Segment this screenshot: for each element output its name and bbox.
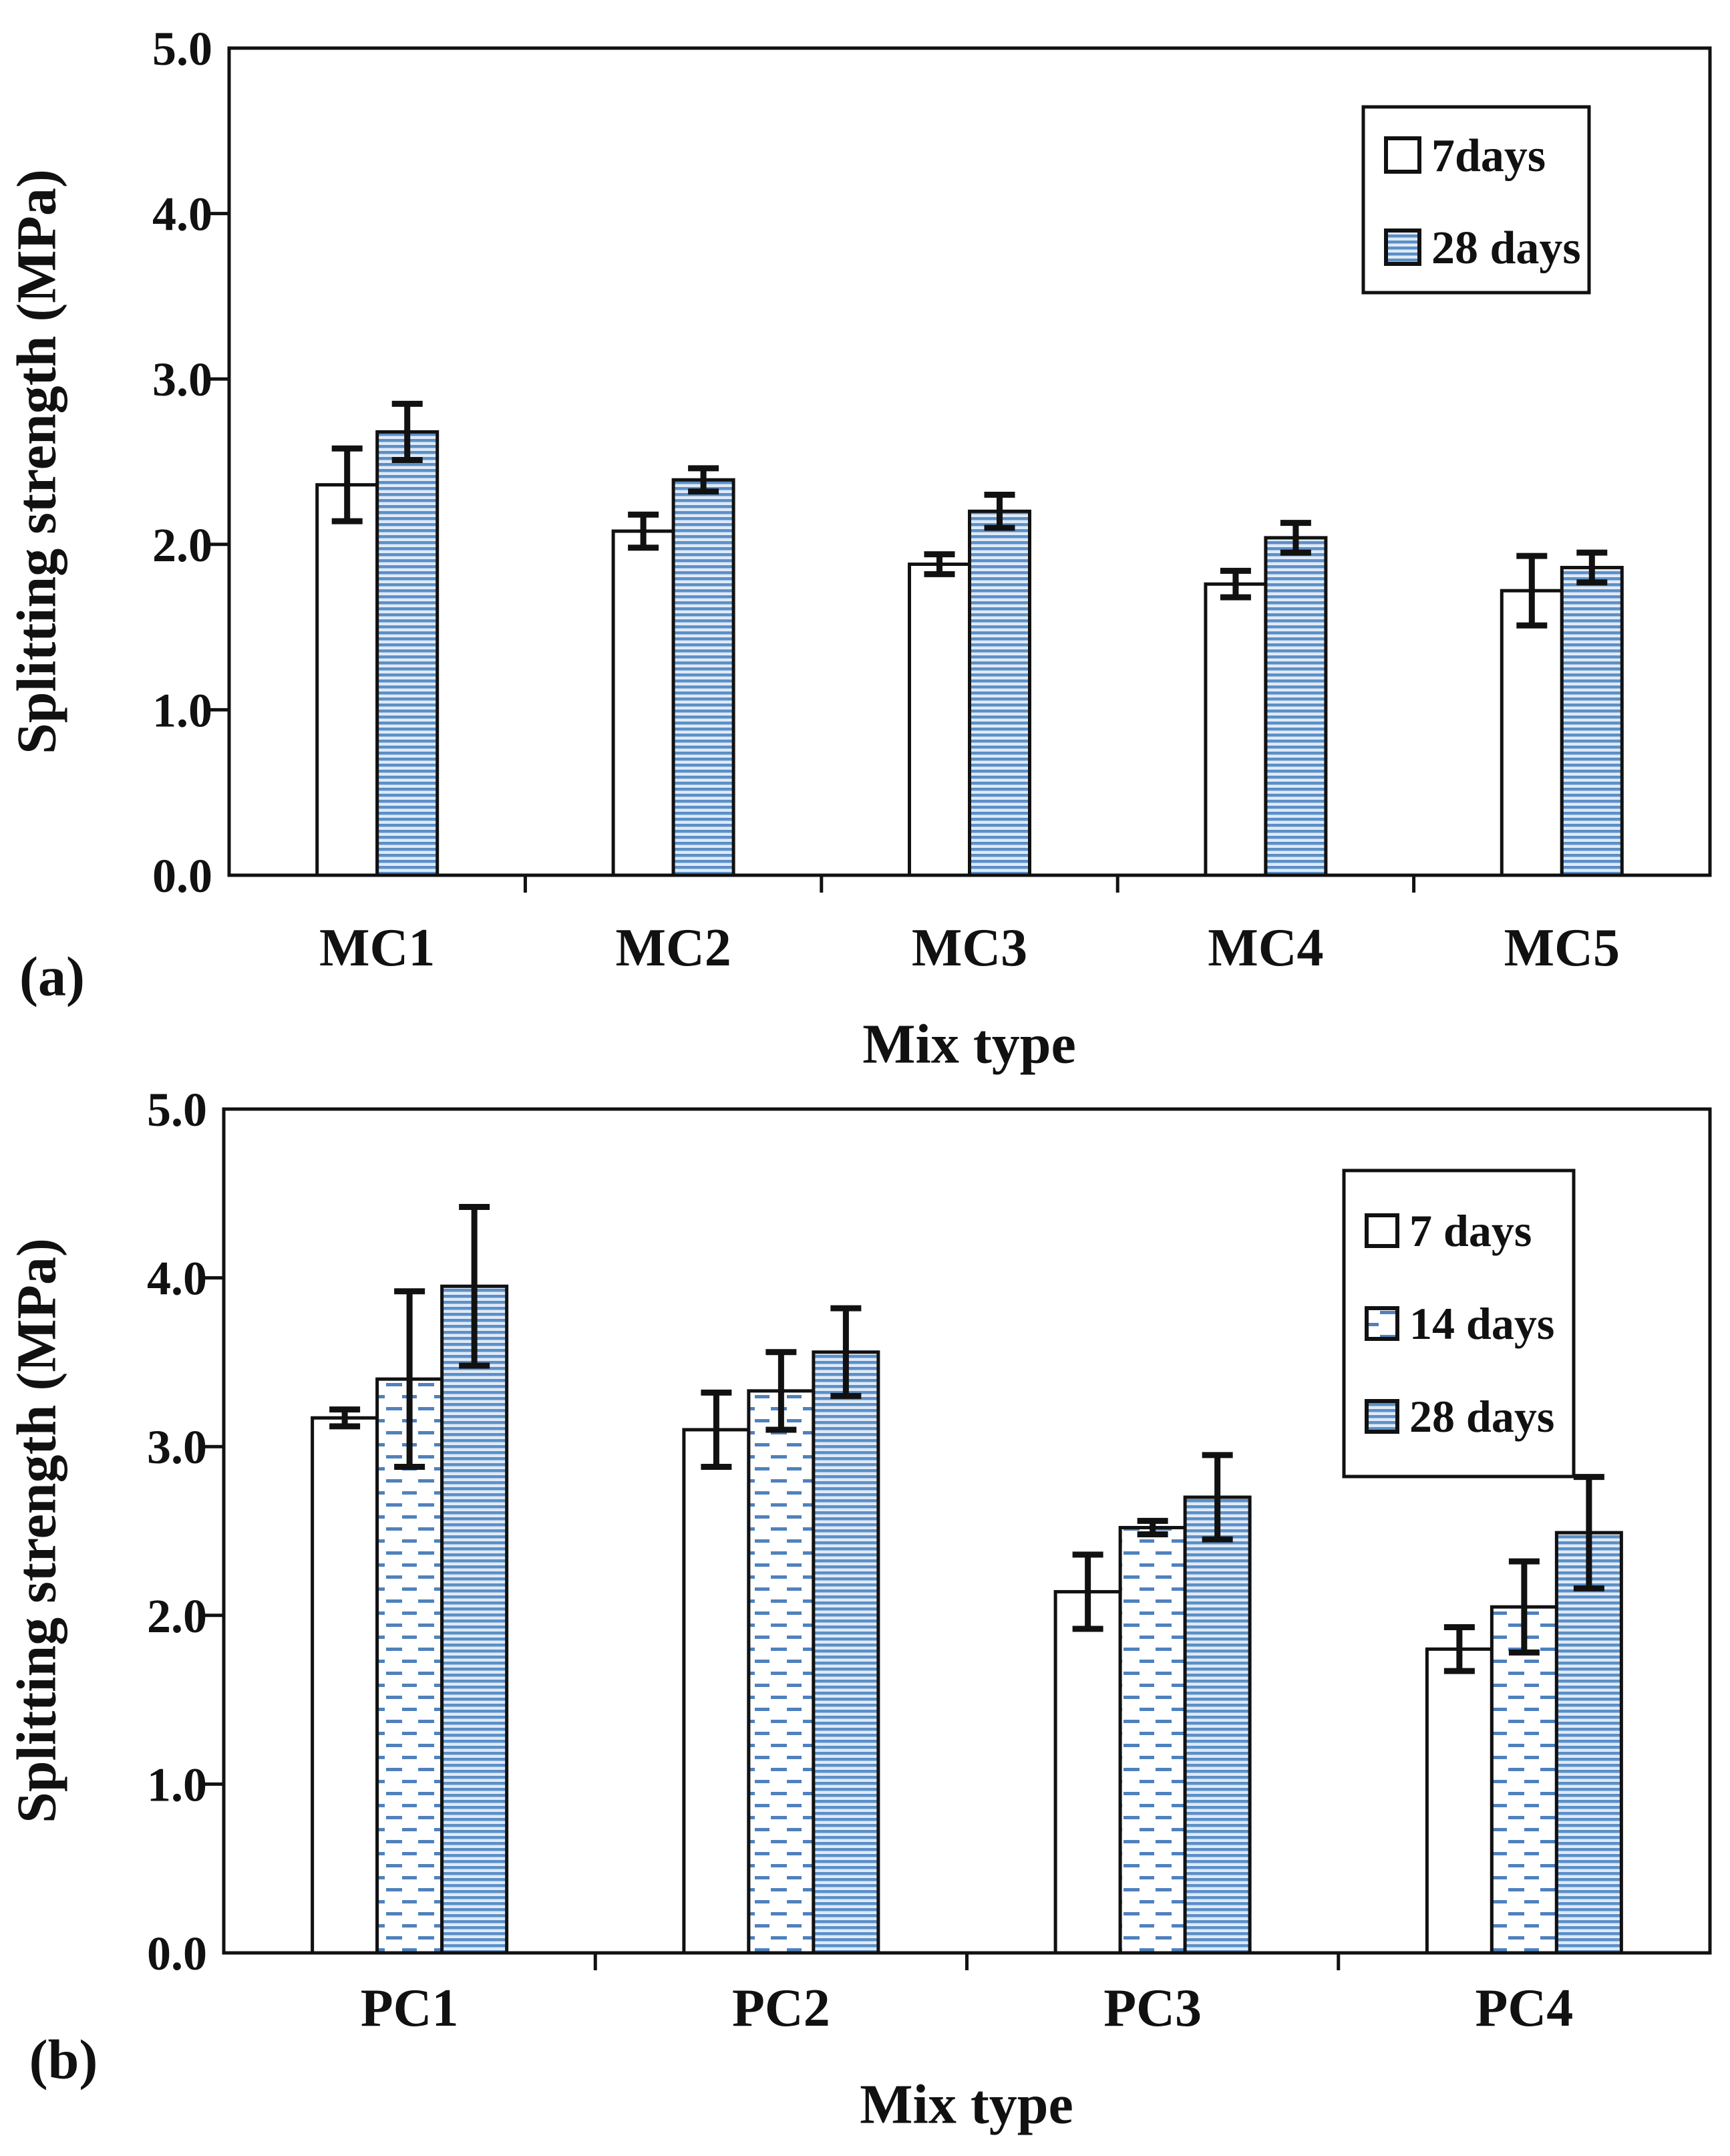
y-tick-label-3.0B: 3.0 [147,1420,207,1474]
error-bar-PC3-14days [1137,1517,1168,1538]
y-tick-label-1.0A: 1.0 [152,683,212,737]
error-bar-PC3-28days [1202,1452,1233,1543]
bar-PC2-14days [747,1389,816,1955]
bar-PC2-7days [682,1428,751,1955]
y-tick-label-0.0A: 0.0 [152,849,212,903]
category-label-PC3: PC3 [1103,1979,1202,2038]
bar-PC3-14days [1118,1525,1187,1955]
error-bar-PC4-28days [1573,1474,1604,1591]
legend-swatch-7days [1365,1213,1399,1248]
bar-MC1-28days [375,430,440,877]
error-bar-PC4-14days [1508,1558,1540,1656]
bar-PC3-7days [1053,1589,1122,1955]
bar-PC2-28days [812,1350,880,1955]
y-tick-label-2.0A: 2.0 [152,518,212,572]
error-bar-PC3-7days [1072,1551,1103,1632]
y-tick-label-2.0B: 2.0 [147,1589,207,1643]
error-bar-MC4-28days [1280,520,1311,556]
bar-MC1-7days [315,483,379,877]
bar-MC4-28days [1264,536,1328,877]
error-bar-PC1-14days [394,1288,425,1471]
bar-PC3-28days [1183,1495,1252,1955]
legend-label-28days: 28 days [1431,222,1581,274]
legend-swatch-28days [1384,228,1421,266]
error-bar-MC5-7days [1516,553,1548,629]
error-bar-PC2-7days [701,1389,732,1471]
category-label-MC3: MC3 [912,919,1027,977]
legend-label-14days: 14 days [1409,1298,1554,1349]
panel-a-plot: 0.0 1.0 2.0 3.0 4.0 5.0 MC1 MC2 MC3 MC4 MC5 7days 28… [152,22,1712,977]
y-tick-label-0.0B: 0.0 [147,1927,207,1980]
category-label-MC1: MC1 [319,919,435,977]
error-bar-PC1-7days [329,1406,361,1430]
bar-MC3-28days [968,509,1031,877]
bar-MC2-28days [671,478,735,877]
panel-a-y-axis-title: Splitting strength (MPa) [5,169,68,754]
y-tick-label-4.0B: 4.0 [147,1252,207,1305]
category-label-PC2: PC2 [732,1979,830,2038]
y-tick-label-4.0A: 4.0 [152,188,212,241]
category-label-MC5: MC5 [1504,919,1620,977]
category-label-PC4: PC4 [1476,1979,1574,2038]
legend-swatch-14days [1365,1306,1399,1341]
bar-PC1-28days [440,1284,509,1955]
bar-PC4-7days [1425,1647,1494,1955]
panel-b-tag: (b) [29,2028,98,2091]
legend-swatch-28days [1365,1399,1399,1434]
category-label-MC4: MC4 [1208,919,1323,977]
legend-label-7days: 7 days [1409,1205,1532,1256]
panel-a-x-axis-title: Mix type [862,1013,1076,1076]
error-bar-PC1-28days [459,1204,490,1369]
y-tick-label-5.0B: 5.0 [147,1083,207,1136]
panel-a-tag: (a) [19,945,85,1008]
error-bar-MC3-7days [924,551,955,577]
bar-MC2-7days [611,529,675,877]
legend-swatch-7days [1384,136,1421,174]
error-bar-MC4-7days [1220,567,1251,601]
panel-b-x-axis-title: Mix type [860,2073,1073,2136]
legend-label-28days: 28 days [1409,1391,1554,1442]
error-bar-MC3-28days [984,492,1015,531]
bar-MC3-7days [908,563,971,877]
bar-MC5-28days [1560,565,1624,877]
error-bar-PC2-14days [765,1349,797,1433]
error-bar-PC4-7days [1443,1624,1475,1674]
error-bar-MC1-28days [391,400,423,464]
bar-PC1-7days [311,1416,379,1955]
error-bar-MC2-7days [628,511,659,551]
legend-label-7days: 7days [1431,130,1546,182]
y-tick-label-1.0B: 1.0 [147,1758,207,1811]
bar-PC4-14days [1490,1605,1558,1955]
error-bar-PC2-28days [830,1305,862,1399]
error-bar-MC5-28days [1576,549,1608,586]
bar-PC4-28days [1554,1531,1623,1955]
y-tick-label-3.0A: 3.0 [152,353,212,406]
panel-b-y-axis-title: Splitting strength (MPa) [5,1238,68,1823]
error-bar-MC2-28days [688,465,719,495]
category-label-PC1: PC1 [361,1979,459,2038]
panel-b-plot: 0.0 1.0 2.0 3.0 4.0 5.0 PC1 PC2 PC3 PC4 7 days 14 d… [147,1083,1712,2038]
bar-MC4-7days [1204,582,1268,877]
error-bar-MC1-7days [331,445,363,524]
bar-MC5-7days [1500,589,1564,877]
category-label-MC2: MC2 [615,919,731,977]
y-tick-label-5.0A: 5.0 [152,22,212,75]
